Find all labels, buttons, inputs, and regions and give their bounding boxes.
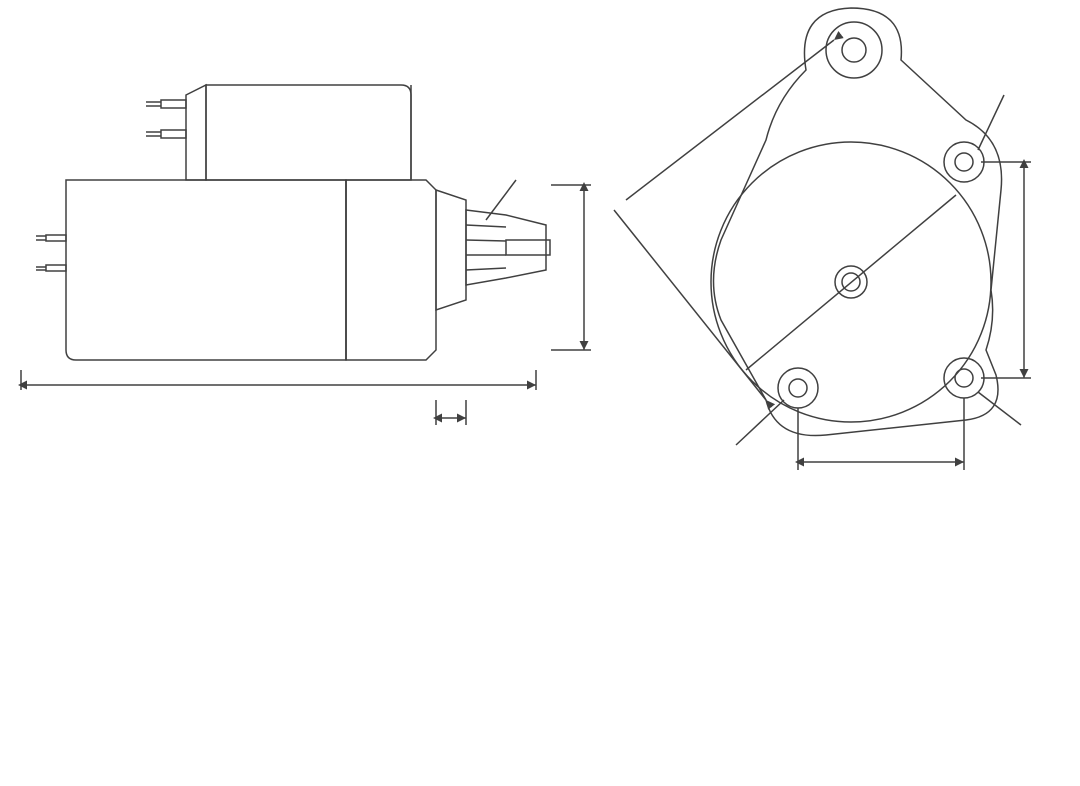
technical-diagram xyxy=(6,0,1074,480)
diagram-svg xyxy=(6,0,1074,480)
